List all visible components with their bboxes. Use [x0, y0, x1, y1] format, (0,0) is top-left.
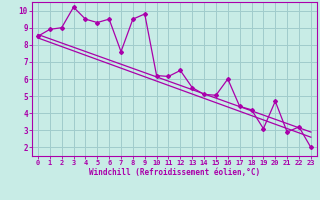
X-axis label: Windchill (Refroidissement éolien,°C): Windchill (Refroidissement éolien,°C): [89, 168, 260, 177]
